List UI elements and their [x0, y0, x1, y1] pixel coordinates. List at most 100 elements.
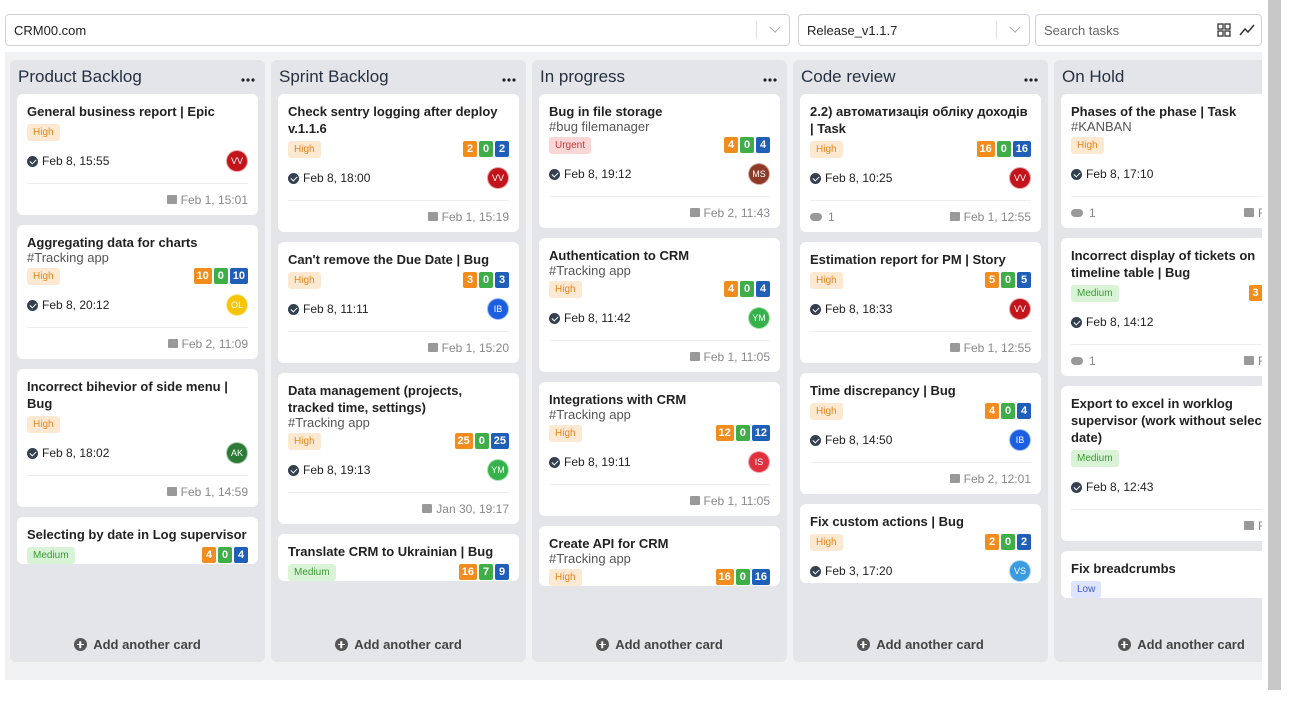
- task-card[interactable]: Authentication to CRM #Tracking app High 4 0…: [539, 238, 780, 372]
- created-text: Feb 1,: [1257, 205, 1262, 220]
- add-card-button[interactable]: Add another card: [10, 626, 265, 662]
- task-card[interactable]: Incorrect bihevior of side menu | Bug Hig…: [17, 369, 258, 507]
- task-card[interactable]: Translate CRM to Ukrainian | Bug Medium 16…: [278, 534, 519, 581]
- created-text: Feb 1, 15:19: [441, 209, 509, 224]
- card-footer: Feb 1, 14:59: [27, 475, 248, 507]
- avatar[interactable]: MS: [748, 163, 770, 185]
- calendar-icon: [427, 212, 438, 221]
- due-date: Feb 8, 14:50: [825, 433, 893, 447]
- column-header: Sprint Backlog: [271, 60, 526, 94]
- project-name: CRM00.com: [14, 22, 87, 38]
- card-title: Incorrect bihevior of side menu | Bug: [27, 379, 228, 411]
- due-row: Feb 8, 14:12: [1071, 310, 1262, 334]
- count-badges: 16 0 16: [715, 569, 770, 585]
- count-badge: 10: [193, 268, 212, 284]
- priority-badge: High: [27, 123, 60, 141]
- column-title: Sprint Backlog: [279, 67, 389, 86]
- created-text: Feb 1, 15:01: [180, 192, 248, 207]
- avatar[interactable]: VV: [1009, 167, 1031, 189]
- avatar[interactable]: OL: [226, 294, 248, 316]
- count-badges: 25 0 25: [454, 433, 509, 449]
- due-date: Feb 8, 20:12: [42, 298, 110, 312]
- task-card[interactable]: Fix custom actions | Bug High 2 0 2 Feb 3, 17…: [800, 504, 1041, 583]
- due-row: Feb 8, 15:55 VV: [27, 149, 248, 173]
- count-badge: 0: [474, 433, 489, 449]
- task-card[interactable]: Incorrect display of tickets on timeline…: [1061, 238, 1262, 376]
- task-card[interactable]: Fix breadcrumbs Low3: [1061, 551, 1262, 598]
- column-menu[interactable]: [1024, 69, 1038, 85]
- count-badge: 2: [463, 141, 477, 157]
- chart-view-icon[interactable]: [1239, 23, 1255, 37]
- add-card-button[interactable]: Add another card: [532, 626, 787, 662]
- card-footer: Feb 1, 12:55: [810, 331, 1031, 363]
- add-card-button[interactable]: Add another card: [1054, 626, 1262, 662]
- search-input[interactable]: Search tasks: [1035, 14, 1262, 46]
- card-title: 2.2) автоматизація обліку доходів | Task: [810, 104, 1028, 136]
- count-badge: 0: [1001, 534, 1015, 550]
- created-date: Feb 2,: [1243, 519, 1262, 533]
- avatar[interactable]: IB: [487, 298, 509, 320]
- add-card-label: Add another card: [615, 636, 723, 652]
- count-badge: 5: [1017, 272, 1031, 288]
- task-card[interactable]: Data management (projects, tracked time,…: [278, 373, 519, 524]
- task-card[interactable]: Create API for CRM #Tracking app High 16 0 16: [539, 526, 780, 586]
- calendar-icon: [166, 195, 177, 204]
- release-select[interactable]: Release_v1.1.7: [798, 14, 1030, 46]
- calendar-icon: [166, 487, 177, 496]
- check-icon: [549, 456, 560, 468]
- project-select[interactable]: CRM00.com: [5, 14, 790, 46]
- due-row: Feb 8, 18:00 VV: [288, 166, 509, 190]
- comments: 1: [1071, 206, 1096, 220]
- grid-view-icon[interactable]: [1217, 23, 1231, 37]
- avatar[interactable]: VV: [1009, 298, 1031, 320]
- card-tag: #Tracking app: [549, 551, 631, 566]
- column-menu[interactable]: [502, 69, 516, 85]
- avatar[interactable]: IB: [1009, 429, 1031, 451]
- created-text: Feb 1, 14:59: [180, 484, 248, 499]
- task-card[interactable]: Export to excel in worklog supervisor (w…: [1061, 386, 1262, 541]
- task-card[interactable]: Estimation report for PM | Story High 5 0 5 F…: [800, 242, 1041, 363]
- avatar[interactable]: VV: [487, 167, 509, 189]
- avatar[interactable]: VS: [1009, 560, 1031, 582]
- task-card[interactable]: Check sentry logging after deploy v.1.1.…: [278, 94, 519, 232]
- card-meta: Medium 16 7 9: [288, 563, 509, 581]
- task-card[interactable]: Integrations with CRM #Tracking app High 12…: [539, 382, 780, 516]
- created-text: Jan 30, 19:17: [436, 501, 509, 516]
- avatar[interactable]: IS: [748, 451, 770, 473]
- task-card[interactable]: Bug in file storage #bug filemanager Urgen…: [539, 94, 780, 228]
- avatar[interactable]: YM: [748, 307, 770, 329]
- avatar[interactable]: VV: [226, 150, 248, 172]
- created-date: Feb 2, 11:43: [689, 206, 770, 220]
- column-menu[interactable]: [241, 69, 255, 85]
- task-card[interactable]: General business report | Epic High Feb 8,…: [17, 94, 258, 215]
- count-badge: 0: [479, 141, 493, 157]
- task-card[interactable]: Can't remove the Due Date | Bug High 3 0 3 Fe…: [278, 242, 519, 363]
- column-title: Code review: [801, 67, 896, 86]
- due-row: Feb 8, 19:13 YM: [288, 458, 509, 482]
- add-card-button[interactable]: Add another card: [793, 626, 1048, 662]
- add-card-button[interactable]: Add another card: [271, 626, 526, 662]
- card-footer: Jan 30, 19:17: [288, 492, 509, 524]
- card-meta: High 2 0 2: [810, 533, 1031, 551]
- card-title: Check sentry logging after deploy v.1.1.…: [288, 104, 498, 136]
- count-badges: 16 7 9: [458, 564, 509, 580]
- priority-badge: Medium: [1071, 449, 1119, 467]
- task-card[interactable]: Aggregating data for charts #Tracking app…: [17, 225, 258, 359]
- avatar[interactable]: YM: [487, 459, 509, 481]
- add-card-label: Add another card: [1137, 636, 1245, 652]
- due-date: Feb 8, 19:13: [303, 463, 371, 477]
- priority-badge: Urgent: [549, 136, 592, 154]
- task-card[interactable]: Selecting by date in Log supervisor Mediu…: [17, 517, 258, 564]
- task-card[interactable]: 2.2) автоматизація обліку доходів | Task…: [800, 94, 1041, 232]
- task-card[interactable]: Time discrepancy | Bug High 4 0 4 Feb 8, 14:5…: [800, 373, 1041, 494]
- release-name: Release_v1.1.7: [807, 22, 898, 38]
- created-text: Feb 1, 12:55: [963, 209, 1031, 224]
- column-menu[interactable]: [763, 69, 777, 85]
- avatar[interactable]: AK: [226, 442, 248, 464]
- scrollbar[interactable]: [1268, 0, 1281, 690]
- due-row: Feb 8, 18:33 VV: [810, 297, 1031, 321]
- card-footer: Feb 2, 11:43: [549, 196, 770, 228]
